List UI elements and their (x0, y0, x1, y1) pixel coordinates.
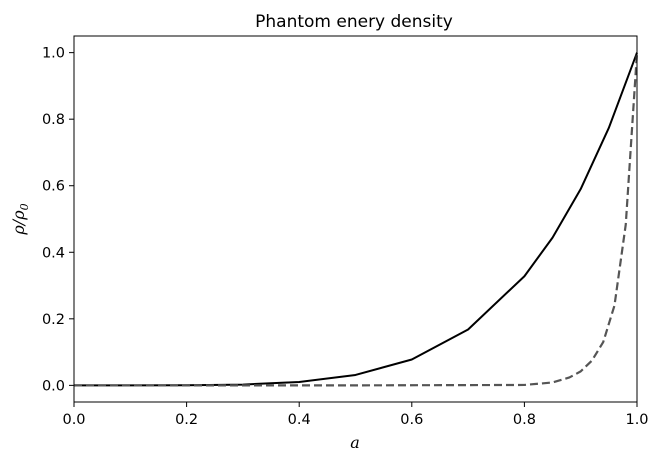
y-tick-label: 0.4 (42, 245, 65, 261)
y-tick-label: 0.8 (42, 112, 65, 128)
x-tick-label: 0.4 (288, 412, 311, 428)
series-2-line (74, 52, 639, 387)
y-tick-label: 0.6 (42, 179, 65, 195)
y-tick-label: 1.0 (42, 46, 65, 62)
y-axis: 0.0 0.2 0.4 0.6 0.8 1.0 (42, 46, 74, 394)
x-tick-label: 0.8 (513, 412, 536, 428)
x-tick-label: 0.0 (62, 412, 85, 428)
x-axis-label: a (350, 433, 360, 452)
x-tick-label: 0.6 (400, 412, 423, 428)
x-axis: 0.0 0.2 0.4 0.6 0.8 1.0 (62, 402, 649, 428)
y-tick-label: 0.0 (42, 378, 65, 394)
y-axis-label-subscript: 0 (18, 203, 31, 210)
chart-title: Phantom enery density (255, 12, 453, 32)
y-tick-label: 0.2 (42, 312, 65, 328)
plot-lines (74, 52, 639, 387)
plot-frame (73, 35, 638, 403)
y-axis-label-main: ρ/ρ (9, 210, 28, 236)
x-tick-label: 1.0 (625, 412, 648, 428)
y-axis-label: ρ/ρ0 (9, 203, 31, 235)
series-1-line (74, 52, 638, 387)
x-tick-label: 0.2 (175, 412, 198, 428)
